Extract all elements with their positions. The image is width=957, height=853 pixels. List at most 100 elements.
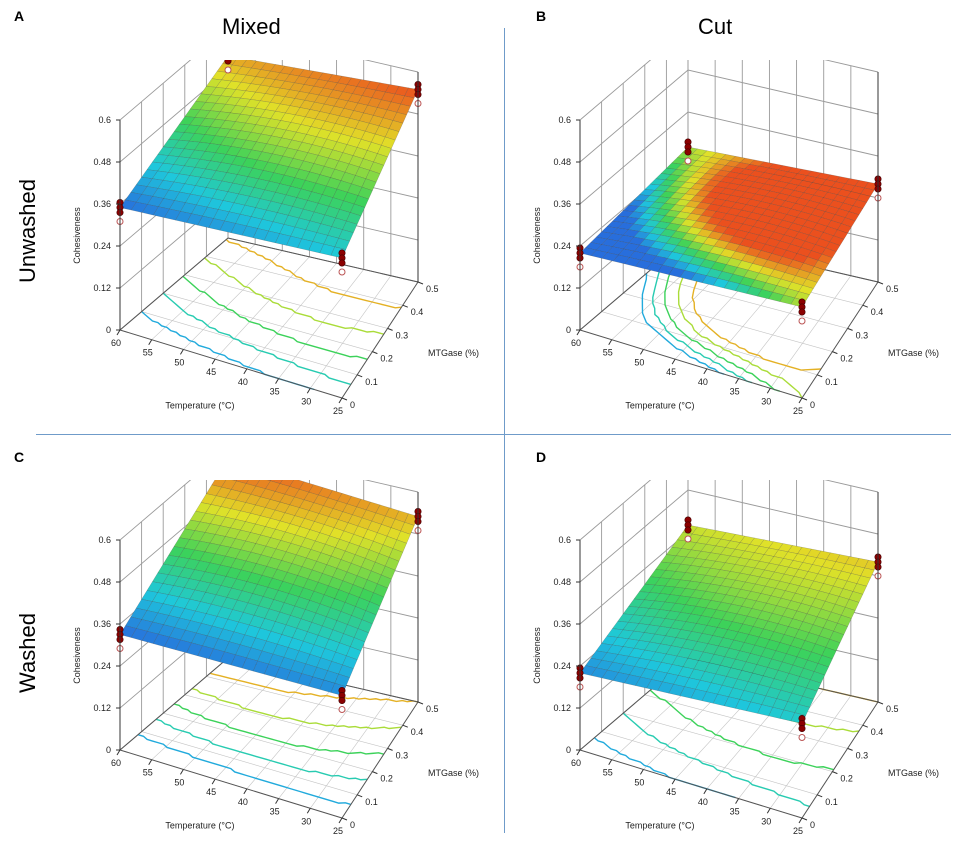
y-tick xyxy=(877,701,884,705)
contour-line xyxy=(141,311,315,391)
y-tick-label: 0 xyxy=(810,400,815,410)
floor-border xyxy=(118,237,419,399)
y-tick xyxy=(862,304,868,308)
floor-grid-line xyxy=(623,292,833,352)
surface-patch xyxy=(346,646,362,661)
surface-patch xyxy=(798,695,814,708)
surface-patch xyxy=(211,480,227,488)
surface-patch xyxy=(809,671,826,684)
surface-patch xyxy=(266,480,272,482)
floor-grid-line xyxy=(214,256,310,360)
x-tick xyxy=(576,749,581,756)
z-axis-label: Cohesiveness xyxy=(72,207,82,264)
surface-patch xyxy=(829,630,845,644)
y-tick xyxy=(847,327,853,331)
y-tick-label: 0.1 xyxy=(365,797,378,807)
design-point-marker xyxy=(684,157,692,165)
y-tick xyxy=(387,327,393,331)
design-point-marker xyxy=(798,734,806,741)
floor-grid-line xyxy=(163,292,373,352)
x-tick-label: 60 xyxy=(111,338,121,348)
z-tick-label: 0.36 xyxy=(93,619,111,629)
x-tick-label: 30 xyxy=(761,396,771,406)
y-tick xyxy=(402,304,408,308)
z-tick-label: 0.12 xyxy=(553,703,571,713)
surface-patch xyxy=(817,253,833,265)
contour-line xyxy=(664,250,781,392)
surface-patch xyxy=(369,592,385,607)
panel-label-a: A xyxy=(14,8,25,24)
x-tick xyxy=(211,358,216,365)
y-tick-label: 0.2 xyxy=(380,774,393,784)
z-tick-label: 0 xyxy=(106,745,111,755)
y-tick-label: 0.3 xyxy=(396,750,409,760)
x-axis-label: Temperature (°C) xyxy=(165,401,234,411)
y-axis-label: MTGase (%) xyxy=(888,348,939,358)
x-tick xyxy=(116,749,121,756)
x-tick-label: 45 xyxy=(666,787,676,797)
x-tick xyxy=(671,358,676,365)
contour-line xyxy=(225,239,402,309)
surface-patch xyxy=(388,120,404,132)
x-tick-label: 45 xyxy=(206,787,216,797)
y-tick xyxy=(357,374,363,378)
x-tick-label: 25 xyxy=(333,826,343,836)
y-tick xyxy=(817,374,823,378)
row-header-unwashed: Unwashed xyxy=(15,179,40,283)
design-point-marker xyxy=(798,308,806,316)
x-tick xyxy=(338,397,343,404)
z-axis-label: Cohesiveness xyxy=(532,627,542,684)
z-tick-label: 0.36 xyxy=(553,199,571,209)
x-tick-label: 40 xyxy=(698,377,708,387)
floor-grid-line xyxy=(644,694,848,749)
z-tick-label: 0.6 xyxy=(98,535,111,545)
x-tick xyxy=(275,378,280,384)
y-tick xyxy=(417,281,424,285)
x-tick xyxy=(798,397,803,404)
y-tick xyxy=(341,817,348,821)
surface-patch xyxy=(270,480,283,484)
surface-plot-b: 0 0.12 0.24 0.36 0.48 0.6 Cohesiveness 60 55 50 45… xyxy=(532,60,939,416)
z-tick-label: 0.48 xyxy=(93,577,111,587)
z-tick-label: 0.36 xyxy=(553,619,571,629)
z-tick-label: 0.24 xyxy=(553,241,571,251)
x-tick xyxy=(766,808,771,814)
y-tick xyxy=(372,351,378,355)
grid-line xyxy=(579,69,879,163)
surface-patch xyxy=(813,260,829,271)
grid-line xyxy=(579,60,879,121)
x-tick xyxy=(338,817,343,824)
floor-grid-line xyxy=(246,262,337,370)
surface-patch xyxy=(396,103,411,116)
surface-patch xyxy=(833,229,848,240)
x-tick-label: 30 xyxy=(301,396,311,406)
contour-line xyxy=(182,275,368,361)
y-tick-label: 0.2 xyxy=(840,354,853,364)
floor-grid-line xyxy=(738,689,824,799)
y-tick-label: 0 xyxy=(350,400,355,410)
x-tick xyxy=(766,388,771,394)
y-tick xyxy=(817,794,823,798)
floor-grid-line xyxy=(623,712,833,772)
floor-grid-line xyxy=(246,682,337,790)
design-point-marker xyxy=(338,697,346,705)
design-point-marker xyxy=(338,268,346,276)
floor-grid-line xyxy=(183,670,283,770)
x-tick xyxy=(116,329,121,336)
x-tick-label: 40 xyxy=(238,797,248,807)
y-tick xyxy=(372,771,378,775)
design-point-marker xyxy=(338,259,346,267)
floor-grid-line xyxy=(184,274,388,329)
x-tick xyxy=(243,788,248,795)
y-tick-label: 0.1 xyxy=(365,377,378,387)
y-tick xyxy=(387,747,393,751)
surface-patch xyxy=(279,480,295,487)
y-tick-label: 0.5 xyxy=(886,284,899,294)
y-axis-label: MTGase (%) xyxy=(428,348,479,358)
x-tick xyxy=(179,349,184,355)
row-header-washed: Washed xyxy=(15,613,40,693)
x-tick xyxy=(798,817,803,824)
grid-line xyxy=(119,480,419,541)
vertical-divider xyxy=(504,28,505,833)
y-tick-label: 0.2 xyxy=(840,774,853,784)
